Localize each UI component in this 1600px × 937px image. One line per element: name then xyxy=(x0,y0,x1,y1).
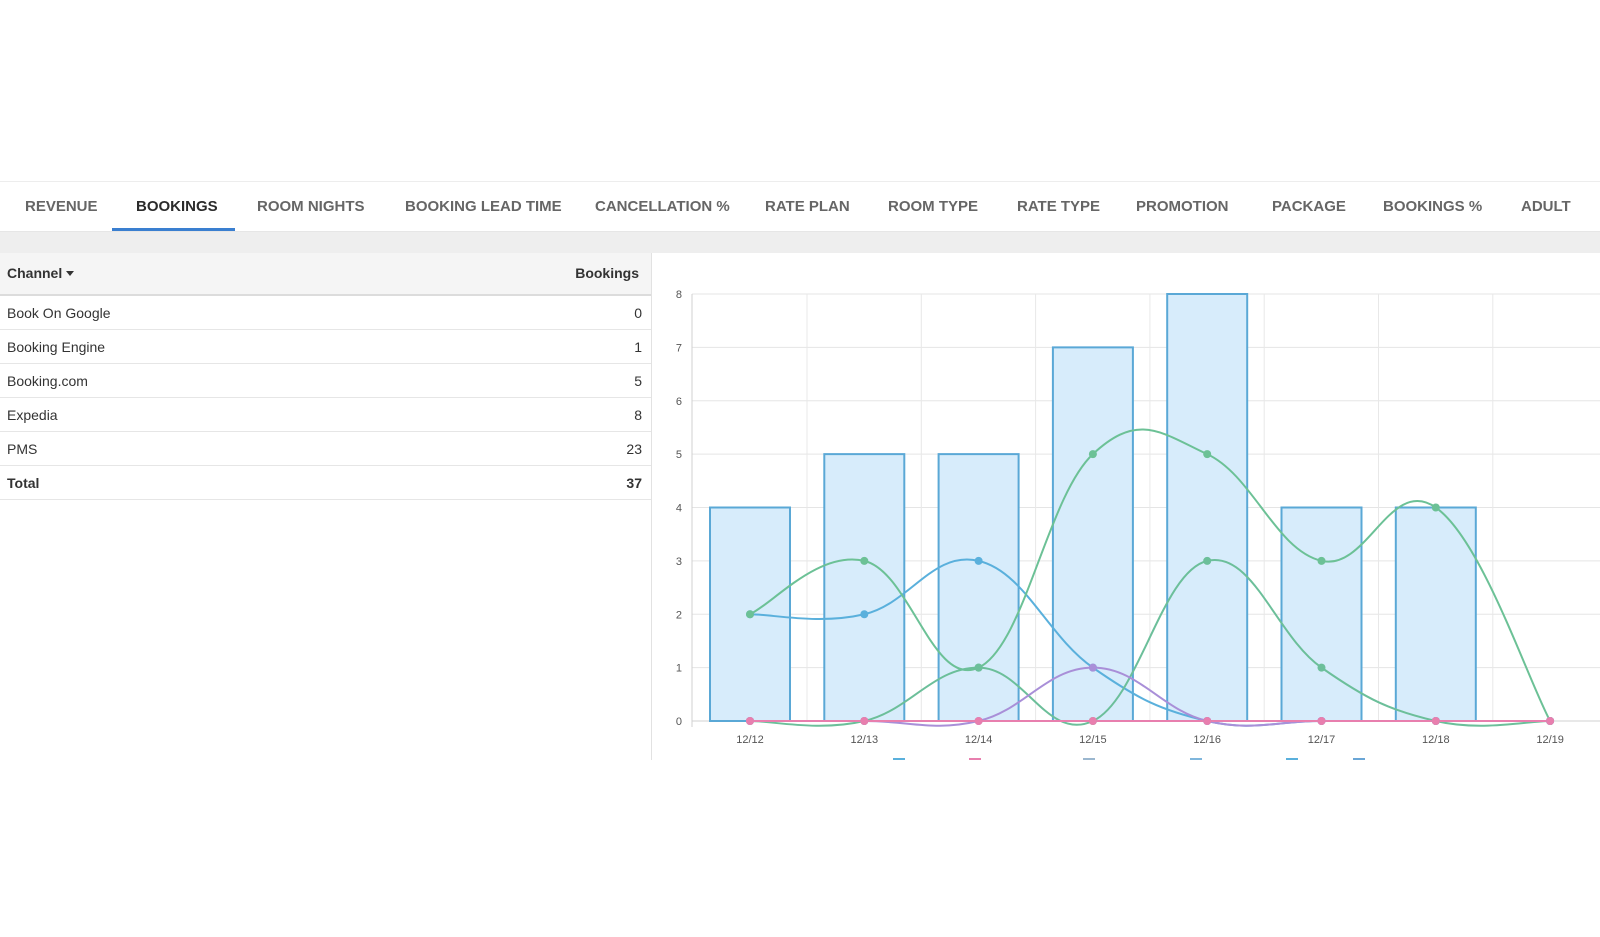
y-tick-label: 8 xyxy=(676,289,682,301)
tab-room-type[interactable]: ROOM TYPE xyxy=(888,198,979,215)
channel-name: Book On Google xyxy=(7,305,111,321)
x-tick-label: 12/12 xyxy=(736,734,764,746)
series-point xyxy=(974,556,983,565)
series-point xyxy=(860,717,869,725)
tab-revenue[interactable]: REVENUE xyxy=(25,198,98,215)
y-tick-label: 5 xyxy=(676,449,682,461)
tab-promotion[interactable]: PROMOTION xyxy=(1136,198,1229,215)
tab-bookings[interactable]: BOOKINGS xyxy=(136,198,218,215)
series-point xyxy=(860,556,869,565)
legend-swatch xyxy=(969,758,981,760)
chart-bar xyxy=(1394,506,1477,722)
total-label: Total xyxy=(7,475,40,491)
series-point xyxy=(746,610,754,619)
series-point xyxy=(1431,503,1440,512)
tab-rate-plan[interactable]: RATE PLAN xyxy=(765,198,850,215)
series-point xyxy=(1203,556,1212,565)
table-row: Expedia 8 xyxy=(0,398,651,432)
series-point xyxy=(1317,717,1326,725)
table-row: Booking.com 5 xyxy=(0,364,651,398)
series-point xyxy=(1203,450,1212,459)
section-divider xyxy=(0,232,1600,253)
channel-column-header[interactable]: Channel xyxy=(7,253,75,294)
chart-bar xyxy=(1280,506,1363,722)
channel-table: Channel Bookings Book On Google 0 Booking … xyxy=(0,253,652,760)
x-tick-label: 12/18 xyxy=(1422,734,1450,746)
series-point xyxy=(1203,717,1212,725)
tab-room-nights[interactable]: ROOM NIGHTS xyxy=(257,198,365,215)
x-tick-label: 12/16 xyxy=(1193,734,1221,746)
bookings-value: 8 xyxy=(634,407,642,423)
y-tick-label: 4 xyxy=(676,503,682,515)
y-tick-label: 7 xyxy=(676,342,682,354)
legend-swatch xyxy=(1190,758,1202,760)
bookings-value: 0 xyxy=(634,305,642,321)
legend-swatch xyxy=(1286,758,1298,760)
channel-name: PMS xyxy=(7,441,38,457)
channel-name: Booking.com xyxy=(7,373,88,389)
y-tick-label: 3 xyxy=(676,556,682,568)
series-point xyxy=(974,717,983,725)
report-tabs: REVENUE BOOKINGS ROOM NIGHTS BOOKING LEAD T… xyxy=(0,181,1600,232)
tab-package[interactable]: PACKAGE xyxy=(1272,198,1346,215)
y-tick-label: 0 xyxy=(676,716,682,728)
tab-rate-type[interactable]: RATE TYPE xyxy=(1017,198,1101,215)
legend-swatch xyxy=(1083,758,1095,760)
table-total-row: Total 37 xyxy=(0,466,651,500)
series-line xyxy=(749,559,1551,727)
chart-bar xyxy=(1051,346,1134,722)
total-value: 37 xyxy=(626,475,642,491)
series-point xyxy=(1317,663,1326,672)
table-row: Book On Google 0 xyxy=(0,296,651,330)
y-tick-label: 6 xyxy=(676,396,682,408)
series-point xyxy=(1431,717,1440,725)
channel-name: Booking Engine xyxy=(7,339,106,355)
series-point xyxy=(746,717,754,725)
tab-booking-lead-time[interactable]: BOOKING LEAD TIME xyxy=(405,198,562,215)
y-tick-label: 2 xyxy=(676,609,682,621)
legend-swatch xyxy=(1353,758,1365,760)
tab-bookings[interactable]: BOOKINGS % xyxy=(1383,198,1483,215)
x-tick-label: 12/19 xyxy=(1536,734,1564,746)
legend-swatch xyxy=(893,758,905,760)
chart-bar xyxy=(1166,293,1249,722)
x-tick-label: 12/14 xyxy=(965,734,993,746)
series-point xyxy=(1088,663,1097,672)
tab-cancellation[interactable]: CANCELLATION % xyxy=(595,198,730,215)
series-point xyxy=(1088,450,1097,459)
x-tick-label: 12/15 xyxy=(1079,734,1107,746)
active-tab-underline xyxy=(112,228,235,231)
table-row: PMS 23 xyxy=(0,432,651,466)
series-point xyxy=(1546,717,1555,725)
bookings-column-header[interactable]: Bookings xyxy=(575,265,639,281)
x-tick-label: 12/13 xyxy=(851,734,879,746)
x-tick-label: 12/17 xyxy=(1308,734,1336,746)
tab-adult[interactable]: ADULT xyxy=(1521,198,1571,215)
chart-bar xyxy=(937,453,1020,722)
series-point xyxy=(974,663,983,672)
series-point xyxy=(1088,717,1097,725)
series-point xyxy=(1317,556,1326,565)
bookings-value: 1 xyxy=(634,339,642,355)
bookings-chart: 0 1 2 3 4 5 6 7 8 12/12 12/13 12/14 12/15 12/16 12/17 1… xyxy=(676,289,1600,760)
series-point xyxy=(860,610,869,619)
bookings-value: 23 xyxy=(626,441,642,457)
table-header: Channel Bookings xyxy=(0,253,651,296)
chart-bar xyxy=(823,453,906,722)
sort-caret-icon xyxy=(66,270,75,276)
y-tick-label: 1 xyxy=(676,663,682,675)
channel-name: Expedia xyxy=(7,407,58,423)
bookings-value: 5 xyxy=(634,373,642,389)
table-row: Booking Engine 1 xyxy=(0,330,651,364)
